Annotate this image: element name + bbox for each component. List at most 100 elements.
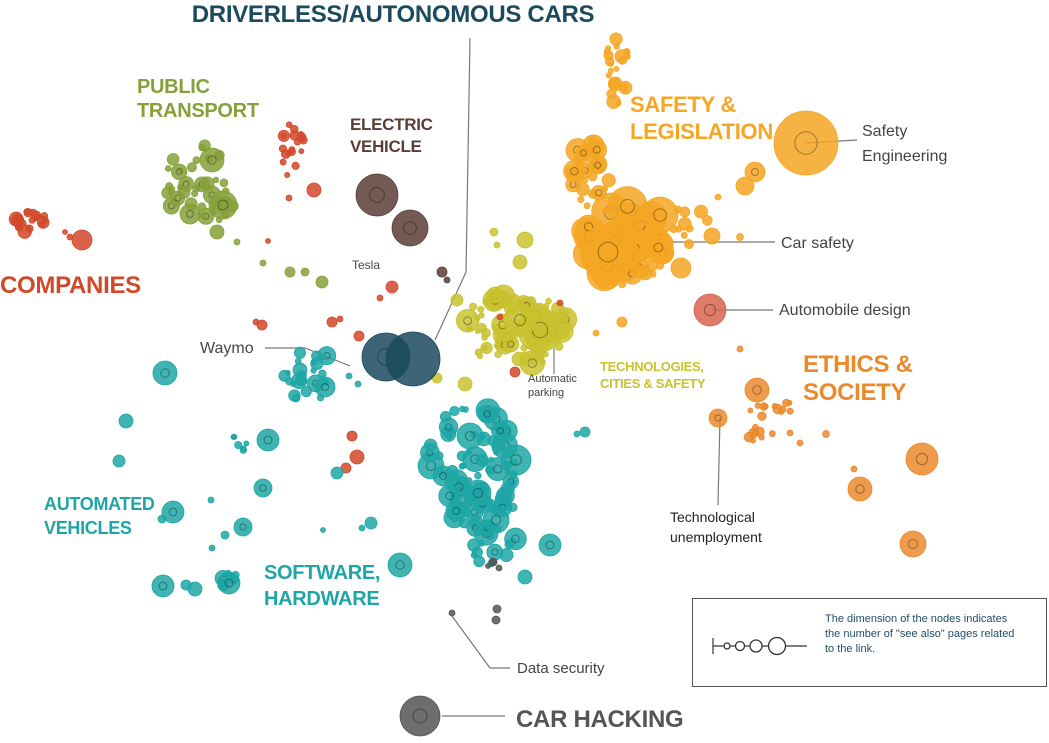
electric-vehicle-node [443,276,451,284]
automated-node [253,478,273,498]
automated-node [161,500,185,524]
automated-node [387,552,413,578]
automated-node [462,406,469,413]
automated-node [231,433,238,440]
graph-node-detail [217,199,229,211]
safety-node [589,156,607,174]
cluster-label-safety: SAFETY & [630,92,736,117]
safety-node [607,186,648,227]
automated-node [358,524,366,532]
ethics-node [744,377,770,403]
companies-node [28,216,36,224]
graph-node-detail [545,540,555,550]
safety-node [736,233,744,241]
automated-node [311,359,317,366]
cluster-label-public-transport: PUBLIC [137,76,210,98]
companies-node [62,229,68,235]
leader-line [717,417,721,506]
automated-node [579,426,591,438]
automobile-design-node [693,293,727,327]
automated-node [364,516,378,530]
cluster-label-software: SOFTWARE, [264,562,380,584]
technologies-node [516,231,534,249]
technologies-node [481,327,491,338]
node-label-automatic-parking-2: parking [528,387,564,399]
safety-engineering-node [773,110,839,176]
safety-node [641,196,679,234]
automated-node [460,462,467,469]
automated-node [207,496,215,504]
legend-line-1: The dimension of the nodes indicates [825,613,1008,625]
automated-node [291,393,301,403]
automated-node [486,543,504,561]
technological-unemployment-node [708,408,728,428]
public-transport-node [187,162,197,173]
graph-node-detail [653,242,664,253]
node-label-safety-engineering-2: Engineering [862,148,947,165]
node-label-technological-unemployment-2: unemployment [670,529,762,545]
automated-node [465,449,473,456]
safety-node [629,267,639,278]
data-security-node [491,615,501,625]
automated-node [112,454,126,468]
graph-node-detail [490,514,502,526]
public-transport-node [199,176,215,192]
companies-node [16,224,24,232]
graph-node-detail [855,484,865,494]
public-transport-node [177,185,191,199]
graph-node-detail [483,410,491,418]
safety-node [606,88,617,99]
automated-node [278,369,291,382]
graph-node-detail [592,145,601,154]
node-label-data-security: Data security [517,660,605,677]
automated-node [456,422,484,450]
safety-node [563,160,586,183]
safety-node [639,269,648,278]
ethics-node [768,430,776,438]
public-transport-node [167,189,175,196]
car-hacking-node [488,557,498,567]
technologies-node [493,241,501,249]
companies-node [265,238,271,244]
graph-node-detail [444,423,453,431]
safety-node [619,84,626,91]
graph-node-detail [167,202,175,210]
legend-box: The dimension of the nodes indicates the… [692,598,1047,687]
safety-node [609,32,623,46]
ethics-node [850,465,858,473]
technologies-node [450,293,464,307]
automated-node [234,441,243,450]
cluster-label-companies: COMPANIES [0,272,141,299]
graph-node-detail [369,187,385,203]
cluster-label-car-hacking: CAR HACKING [516,706,683,733]
safety-node [623,48,631,55]
companies-node [279,158,287,166]
safety-node [645,234,672,261]
ethics-node [743,431,755,443]
ethics-node [772,403,783,415]
cluster-label-automated: AUTOMATED [44,494,155,514]
public-transport-node [192,184,200,193]
graph-node-detail [570,166,579,176]
automated-node [517,569,533,585]
safety-node [607,61,614,68]
safety-node [670,257,692,279]
graph-node-detail [412,708,428,724]
safety-node [592,329,600,337]
ethics-node [905,442,939,476]
legend-line-3: to the link. [825,643,876,655]
companies-node [376,294,384,302]
graph-node-detail [395,560,405,570]
graph-node-detail [321,383,329,391]
public-transport-node [259,259,267,267]
node-label-car-safety: Car safety [781,235,854,252]
automated-node [320,527,326,533]
graph-node-detail [403,221,417,235]
leader-line [265,347,351,367]
safety-node [618,55,628,65]
automated-node [345,372,353,380]
public-transport-node [219,178,229,188]
graph-node-detail [472,487,484,499]
graph-node-detail [714,414,722,422]
